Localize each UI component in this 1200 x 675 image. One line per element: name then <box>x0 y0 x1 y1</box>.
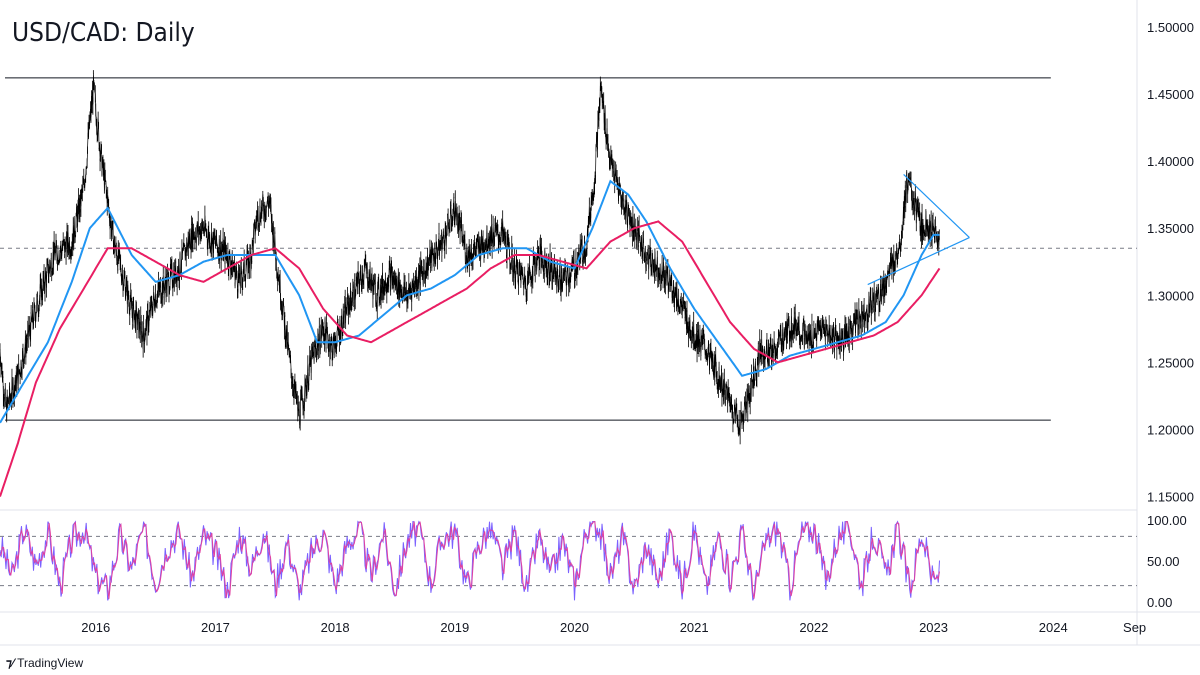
time-tick-label: 2016 <box>81 620 110 635</box>
oscillator-axis-ticks: 100.00 50.00 0.00 <box>1147 513 1187 610</box>
price-tick-label: 1.45000 <box>1147 87 1194 102</box>
stochastic-oscillator <box>0 520 1137 601</box>
time-tick-label: 2024 <box>1039 620 1068 635</box>
triangle-upper-line <box>903 174 970 238</box>
price-series <box>0 70 940 445</box>
time-tick-label: 2022 <box>799 620 828 635</box>
time-tick-label: 2019 <box>440 620 469 635</box>
price-tick-label: 1.30000 <box>1147 288 1194 303</box>
price-tick-label: 1.35000 <box>1147 221 1194 236</box>
triangle-lower-line <box>867 237 970 286</box>
tradingview-brand: TradingView <box>17 656 84 670</box>
price-tick-label: 1.50000 <box>1147 20 1194 35</box>
oscillator-tick-label: 100.00 <box>1147 513 1187 528</box>
price-tick-label: 1.25000 <box>1147 355 1194 370</box>
moving-averages <box>0 179 941 497</box>
triangle-pattern <box>867 174 970 286</box>
time-tick-label: 2021 <box>680 620 709 635</box>
horizontal-levels <box>0 77 1137 421</box>
time-tick-label: 2023 <box>919 620 948 635</box>
chart-title: USD/CAD: Daily <box>12 18 195 48</box>
time-tick-label: Sep <box>1123 620 1146 635</box>
time-tick-label: 2020 <box>560 620 589 635</box>
stoch-d-line <box>0 521 940 599</box>
price-tick-label: 1.20000 <box>1147 422 1194 437</box>
price-axis-ticks: 1.50000 1.45000 1.40000 1.35000 1.30000 1.250… <box>1147 20 1194 505</box>
time-axis-ticks: 2016 2017 2018 2019 2020 2021 2022 2023 2024 Sep <box>81 620 1146 635</box>
tradingview-logo: ⁊⁄ TradingView <box>6 656 83 670</box>
slow-ma-line <box>0 220 941 497</box>
price-tick-label: 1.40000 <box>1147 154 1194 169</box>
fast-ma-line <box>0 179 940 424</box>
oscillator-tick-label: 50.00 <box>1147 554 1180 569</box>
price-tick-label: 1.15000 <box>1147 490 1194 505</box>
price-path <box>0 72 940 436</box>
tradingview-icon: ⁊⁄ <box>6 656 14 670</box>
oscillator-tick-label: 0.00 <box>1147 595 1172 610</box>
time-tick-label: 2018 <box>321 620 350 635</box>
time-tick-label: 2017 <box>201 620 230 635</box>
